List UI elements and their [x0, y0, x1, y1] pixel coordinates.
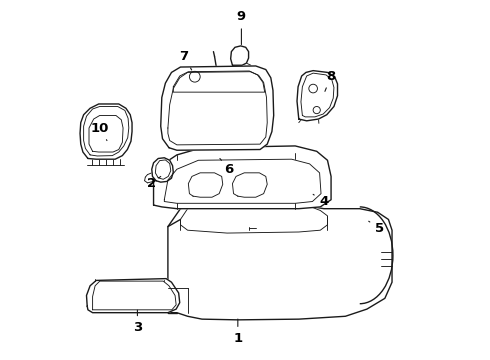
Polygon shape — [161, 66, 274, 150]
Text: 8: 8 — [325, 69, 336, 91]
Text: 6: 6 — [220, 158, 234, 176]
Polygon shape — [152, 158, 173, 182]
Text: 3: 3 — [133, 310, 142, 334]
Text: 5: 5 — [368, 221, 384, 235]
Text: 4: 4 — [313, 194, 328, 208]
Polygon shape — [168, 196, 392, 320]
Polygon shape — [153, 146, 331, 209]
Polygon shape — [297, 71, 338, 121]
Polygon shape — [231, 46, 248, 65]
Polygon shape — [80, 104, 132, 159]
Text: 7: 7 — [179, 50, 192, 70]
Text: 1: 1 — [233, 319, 243, 345]
Text: 2: 2 — [147, 176, 161, 190]
Text: 9: 9 — [237, 10, 246, 45]
Text: 10: 10 — [91, 122, 109, 140]
Polygon shape — [87, 279, 180, 313]
